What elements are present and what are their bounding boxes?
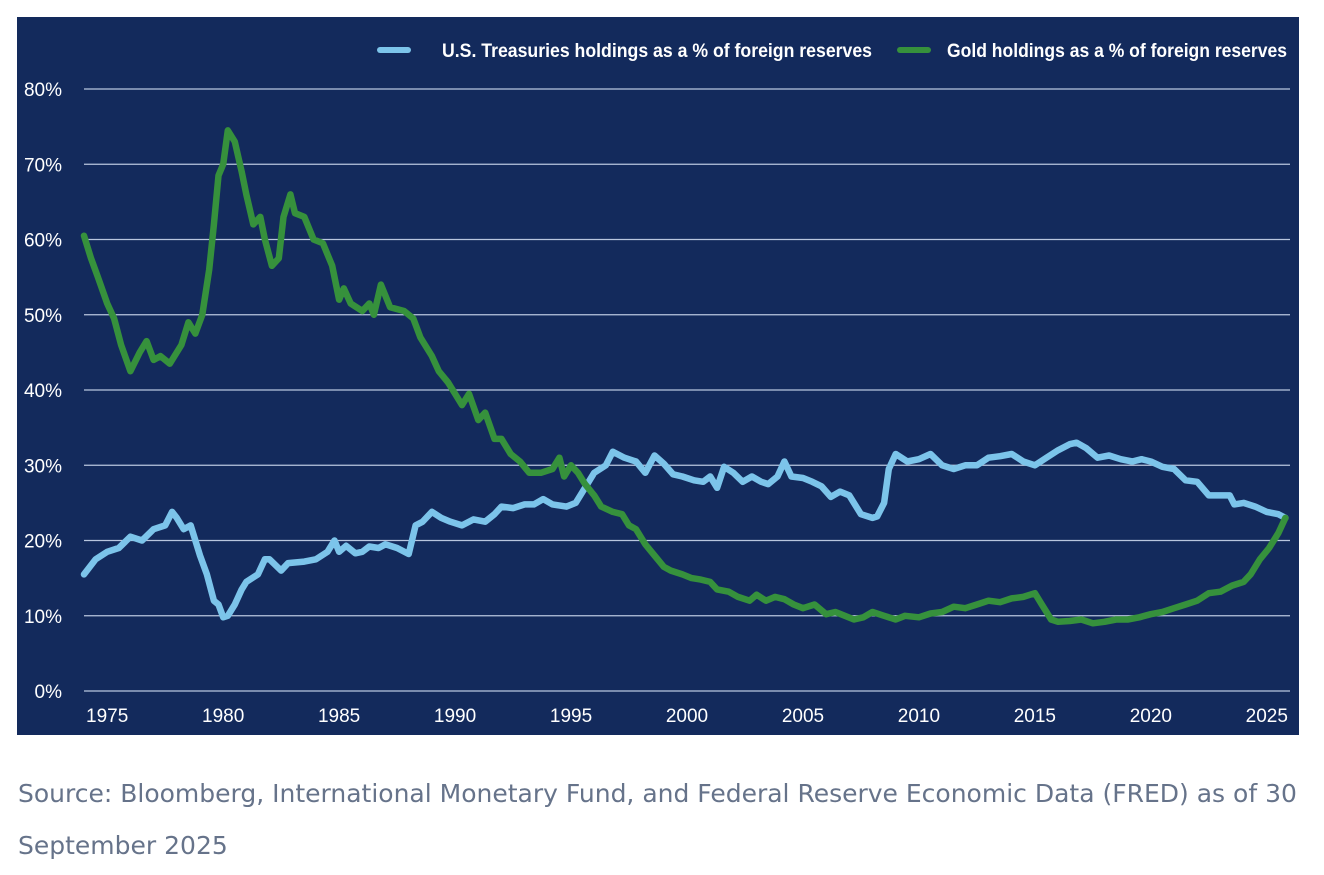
y-tick-label: 10%	[24, 607, 62, 628]
x-tick-label: 1975	[86, 706, 128, 727]
y-tick-label: 40%	[24, 381, 62, 402]
y-tick-label: 0%	[35, 682, 63, 703]
legend: U.S. Treasuries holdings as a % of forei…	[377, 41, 1287, 62]
y-axis-ticks: 0% 10% 20% 30% 40% 50% 60% 70% 80%	[24, 80, 62, 703]
x-tick-label: 1980	[202, 706, 244, 727]
y-tick-label: 80%	[24, 80, 62, 101]
line-chart: 0%10%20%30%40%50%60%70%80% 1975 1980 1985 1…	[24, 41, 1290, 727]
y-tick-label: 70%	[24, 155, 62, 176]
legend-label-gold: Gold holdings as a % of foreign reserves	[947, 41, 1287, 62]
series-line-treasuries	[80, 439, 1289, 621]
x-axis-ticks: 1975 1980 1985 1990 1995 2000 2005 2010 2015 2020…	[86, 706, 1288, 727]
y-tick-label: 30%	[24, 456, 62, 477]
x-tick-label: 2000	[666, 706, 708, 727]
y-tick-label: 20%	[24, 532, 62, 553]
chart-panel: 0% 10% 20% 30% 40% 50% 60% 70% 80% 1975 1980 1985 1…	[17, 17, 1299, 735]
series-line-gold	[80, 127, 1289, 627]
gridlines	[84, 88, 1290, 692]
x-tick-label: 2025	[1246, 706, 1288, 727]
x-tick-label: 2005	[782, 706, 824, 727]
source-note: Source: Bloomberg, International Monetar…	[18, 779, 1297, 860]
x-tick-label: 2015	[1014, 706, 1056, 727]
series-lines	[80, 127, 1289, 627]
x-tick-label: 2020	[1130, 706, 1172, 727]
x-tick-label: 1995	[550, 706, 592, 727]
x-tick-label: 1985	[318, 706, 360, 727]
legend-label-treasuries: U.S. Treasuries holdings as a % of forei…	[442, 41, 872, 62]
y-tick-label: 50%	[24, 306, 62, 327]
y-tick-label: 60%	[24, 231, 62, 252]
x-tick-label: 2010	[898, 706, 940, 727]
x-tick-label: 1990	[434, 706, 476, 727]
